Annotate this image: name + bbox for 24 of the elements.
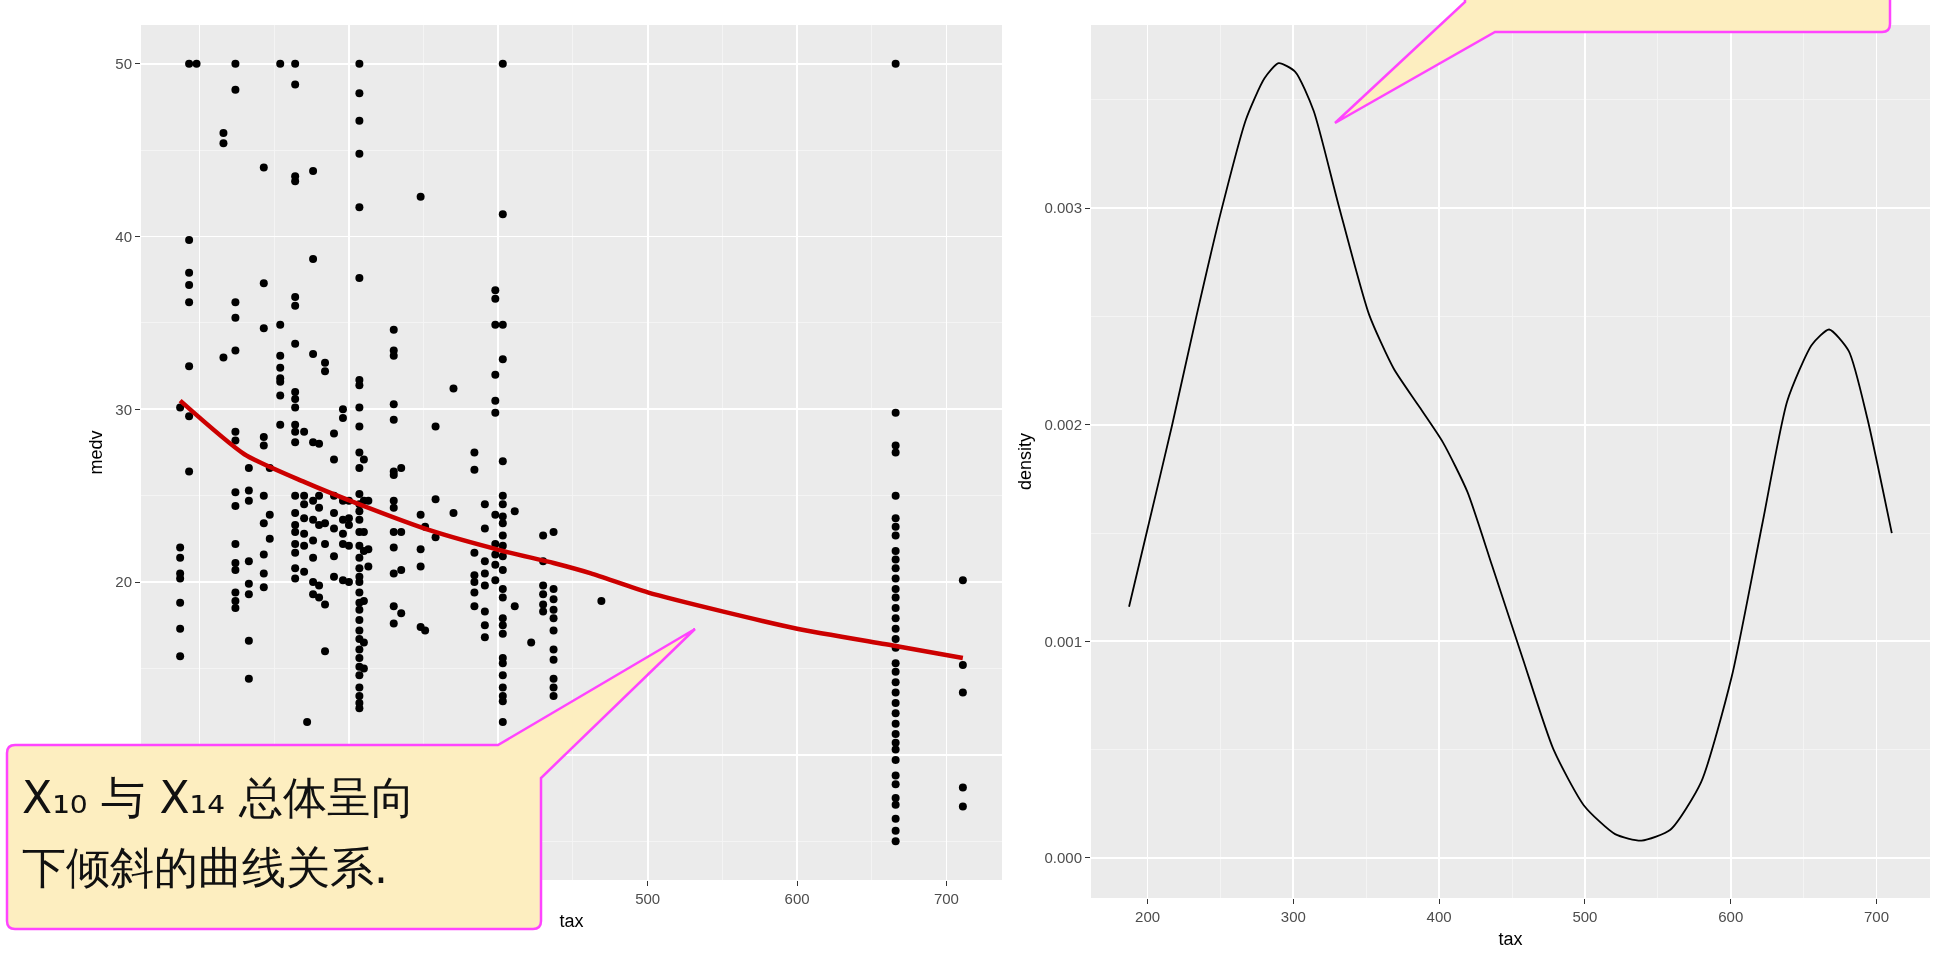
x-axis-title: tax: [1498, 929, 1523, 950]
line-series: [177, 398, 966, 661]
y-tick-label: 0.003: [1044, 199, 1082, 217]
x-tick-label: 200: [1135, 908, 1161, 925]
y-axis-title: density: [1014, 432, 1035, 491]
y-tick-label: 0.001: [1044, 632, 1082, 650]
x-tick-label: 500: [1572, 908, 1598, 925]
y-tick-label: 50: [115, 55, 132, 73]
x-tick-label: 300: [1280, 908, 1306, 925]
x-tick-label: 400: [1426, 908, 1452, 925]
y-axis-title: medv: [85, 430, 106, 475]
x-tick-label: 700: [933, 890, 959, 907]
x-tick-label: 500: [635, 890, 661, 907]
y-tick-label: 30: [115, 400, 132, 418]
x-tick-label: 600: [784, 890, 810, 907]
line-series: [1128, 62, 1893, 842]
annotation: X₁₀ 与 X₁₄ 总体呈向下倾斜的曲线关系.: [22, 771, 416, 895]
y-tick-label: 40: [115, 227, 132, 245]
y-tick-label: 20: [115, 573, 132, 591]
x-tick-label: 700: [1863, 908, 1890, 925]
y-tick-label: 0.002: [1044, 416, 1082, 434]
x-tick-label: 600: [1718, 908, 1744, 925]
y-tick-label: 0.000: [1044, 849, 1082, 867]
x-axis-title: tax: [559, 911, 584, 932]
